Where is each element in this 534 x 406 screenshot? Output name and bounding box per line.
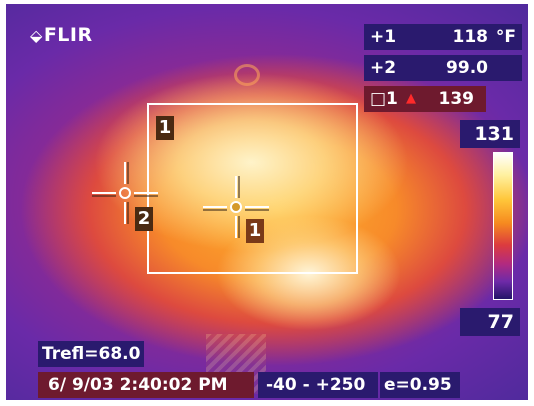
crosshair-icon [203,176,269,238]
spot2-value: 99.0 [446,58,488,78]
measurement-box[interactable] [147,103,358,274]
spot1-crosshair[interactable] [203,176,269,238]
spot1-readout: +1 118 °F [364,24,522,50]
flir-logo: ⬙FLIR [30,24,93,46]
spot2-crosshair[interactable] [92,162,158,224]
spot2-tag: 2 [135,207,153,231]
reflected-temp: Trefl=68.0 [38,341,145,367]
alarm-icon: ▲ [406,91,416,106]
box1-value: 139 [438,89,475,109]
flir-logo-icon: ⬙ [30,26,43,45]
spot1-value: 118 [452,27,489,47]
scale-min-label: 77 [460,308,520,336]
spot1-tag: 1 [246,219,264,243]
spot2-label: +2 [370,58,397,78]
temperature-unit: °F [495,27,516,47]
scale-max-label: 131 [460,120,520,148]
flir-logo-text: FLIR [43,24,93,46]
spot1-label: +1 [370,27,397,47]
emissivity: e=0.95 [380,372,460,398]
spot2-readout: +2 99.0 [364,55,522,81]
color-scale-bar [493,152,513,300]
box-tag: 1 [156,116,174,140]
crosshair-icon [92,162,158,224]
box1-label: □1 [370,89,398,109]
temperature-range: -40 - +250 [258,372,378,398]
date-time: 6/ 9/03 2:40:02 PM [38,372,254,398]
box1-readout: □1 ▲ 139 [364,86,486,112]
lifting-eye [234,64,260,86]
